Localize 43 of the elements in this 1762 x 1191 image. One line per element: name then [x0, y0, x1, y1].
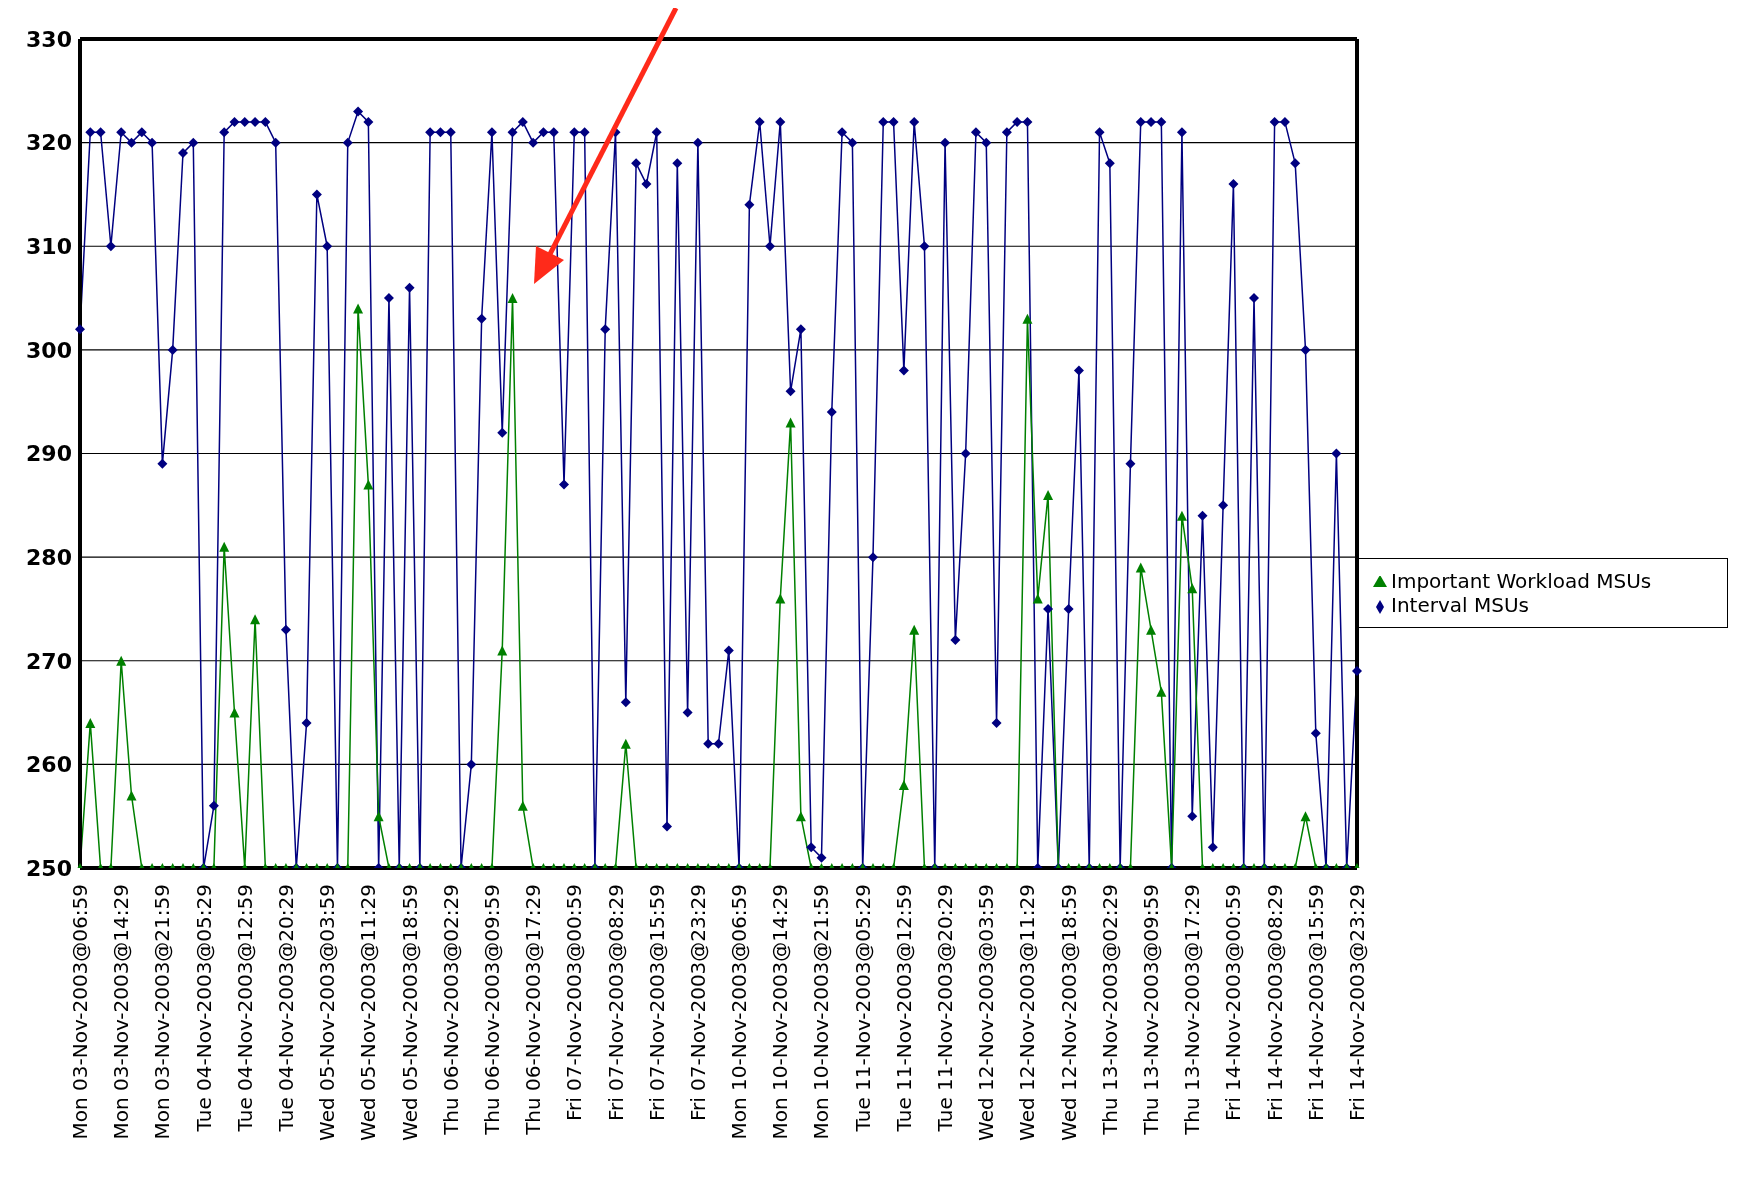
x-tick-label: Wed 05-Nov-2003@18:59 [397, 884, 422, 1141]
x-tick-label: Thu 13-Nov-2003@02:29 [1097, 884, 1122, 1136]
x-tick-label: Thu 13-Nov-2003@09:59 [1139, 884, 1164, 1136]
y-tick-label: 330 [26, 26, 72, 52]
x-tick-label: Mon 10-Nov-2003@14:29 [768, 884, 793, 1140]
x-tick-label: Fri 14-Nov-2003@15:59 [1303, 884, 1328, 1122]
y-tick-label: 300 [26, 337, 72, 363]
x-tick-label: Mon 10-Nov-2003@06:59 [727, 884, 752, 1140]
x-tick-label: Fri 14-Nov-2003@00:59 [1221, 884, 1246, 1122]
x-tick-label: Thu 06-Nov-2003@09:59 [479, 884, 504, 1136]
y-tick-label: 270 [26, 648, 72, 674]
x-tick-label: Fri 07-Nov-2003@00:59 [562, 884, 587, 1122]
y-tick-label: 310 [26, 234, 72, 260]
x-tick-label: Fri 14-Nov-2003@23:29 [1345, 884, 1369, 1122]
x-tick-label: Mon 10-Nov-2003@21:59 [809, 884, 834, 1140]
x-tick-label: Fri 07-Nov-2003@08:29 [603, 884, 628, 1122]
x-tick-label: Tue 04-Nov-2003@05:29 [191, 884, 216, 1133]
x-tick-label: Mon 03-Nov-2003@21:59 [150, 884, 175, 1140]
x-tick-label: Thu 06-Nov-2003@02:29 [438, 884, 463, 1136]
y-tick-label: 260 [26, 752, 72, 778]
x-tick-label: Thu 06-Nov-2003@17:29 [521, 884, 546, 1136]
x-tick-label: Thu 13-Nov-2003@17:29 [1180, 884, 1205, 1136]
x-tick-label: Wed 12-Nov-2003@18:59 [1056, 884, 1081, 1141]
x-tick-label: Tue 11-Nov-2003@12:59 [891, 884, 916, 1133]
x-tick-label: Wed 05-Nov-2003@03:59 [315, 884, 340, 1141]
x-tick-label: Tue 04-Nov-2003@20:29 [273, 884, 298, 1133]
x-tick-label: Tue 11-Nov-2003@05:29 [850, 884, 875, 1133]
legend-label: Interval MSUs [1391, 593, 1529, 617]
x-tick-label: Tue 11-Nov-2003@20:29 [933, 884, 958, 1133]
x-tick-label: Fri 07-Nov-2003@23:29 [685, 884, 710, 1122]
legend-label: Important Workload MSUs [1391, 569, 1652, 593]
x-tick-label: Wed 12-Nov-2003@11:29 [1015, 884, 1040, 1141]
x-tick-label: Wed 12-Nov-2003@03:59 [974, 884, 999, 1141]
y-tick-label: 280 [26, 544, 72, 570]
y-tick-label: 320 [26, 130, 72, 156]
x-tick-label: Fri 07-Nov-2003@15:59 [644, 884, 669, 1122]
y-tick-label: 250 [26, 855, 72, 881]
x-tick-label: Mon 03-Nov-2003@06:59 [68, 884, 92, 1140]
x-tick-label: Tue 04-Nov-2003@12:59 [232, 884, 257, 1133]
x-tick-label: Mon 03-Nov-2003@14:29 [109, 884, 134, 1140]
x-tick-label: Fri 14-Nov-2003@08:29 [1262, 884, 1287, 1122]
y-tick-label: 290 [26, 441, 72, 467]
x-tick-label: Wed 05-Nov-2003@11:29 [356, 884, 381, 1141]
